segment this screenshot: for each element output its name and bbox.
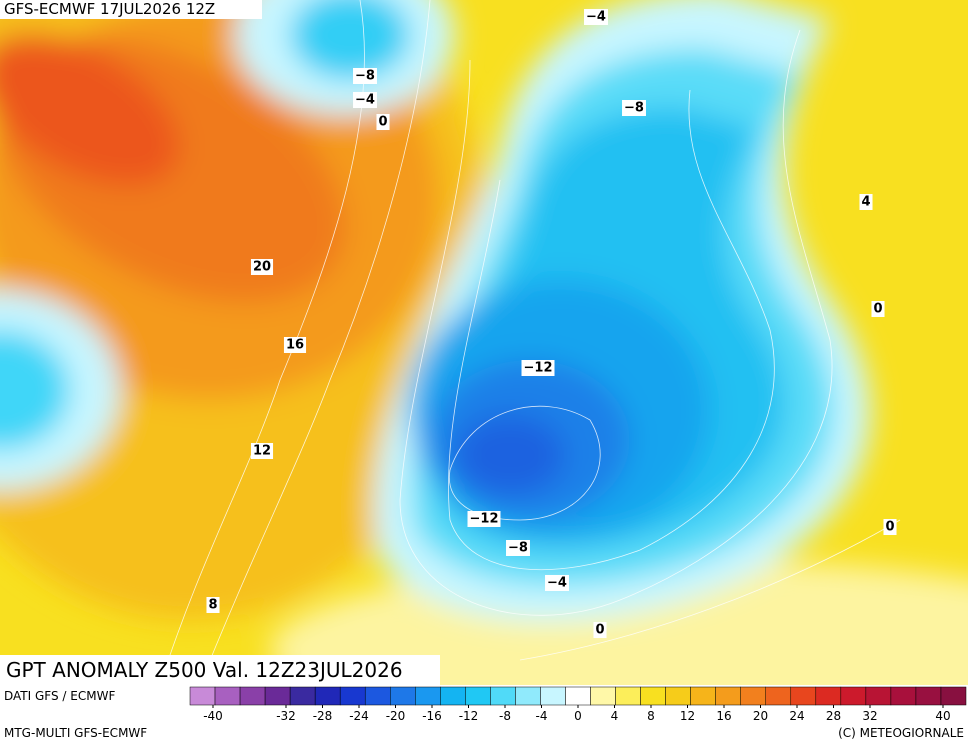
contour-label-bg [883,519,897,535]
contour-label-bg [545,575,569,591]
contour-label-bg [353,92,377,108]
colorbar-tick-label: 20 [753,709,768,723]
contour-label-bg [506,540,530,556]
colorbar-swatch [440,686,466,706]
colorbar-tick-label: -16 [422,709,442,723]
contour-label-bg [467,511,501,527]
footer-source: DATI GFS / ECMWF [4,689,115,703]
colorbar-tick-label: -20 [386,709,406,723]
colorbar-tick-label: 12 [680,709,695,723]
colorbar-tick-label: -28 [313,709,333,723]
map-title: GPT ANOMALY Z500 Val. 12Z23JUL2026 [6,658,403,682]
colorbar-swatch [740,686,766,706]
contour-label-bg [859,194,873,210]
colorbar-swatch [590,686,616,706]
contour-label: −4 [355,93,375,108]
colorbar-swatch [339,686,366,706]
colorbar-swatch [765,686,792,706]
colorbar-swatch [189,686,216,706]
contour-label: −4 [547,576,567,591]
colorbar-swatch [364,686,391,706]
contour-label-bg [283,337,307,353]
colorbar-swatch [465,686,491,706]
colorbar-swatch [790,686,817,706]
colorbar-tick-label: -32 [276,709,296,723]
colorbar-tick-label: -40 [203,709,223,723]
colorbar-swatch [890,686,917,706]
contour-label: 4 [861,195,870,210]
colorbar-swatch [565,686,591,706]
colorbar-tick-label: 16 [716,709,731,723]
colorbar-swatch [214,686,241,706]
contour-label-bg [376,114,390,130]
colorbar-swatch [715,686,741,706]
colorbar: -40 -32 -28 -24 -20 -16 -12 -8 -4 0 4 8 12 16 20 24 28 32… [189,686,967,723]
colorbar-swatch [690,686,716,706]
contour-label: 0 [595,623,604,638]
title-box [0,655,440,685]
colorbar-swatch [515,686,541,706]
colorbar-swatch [239,686,266,706]
colorbar-tick-label: 24 [789,709,804,723]
contour-label: −8 [624,101,644,116]
colorbar-swatch [915,686,942,706]
colorbar-tick-label: -24 [349,709,369,723]
colorbar-swatch [615,686,641,706]
contour-label-bg [250,443,274,459]
colorbar-tick-label: 8 [647,709,655,723]
colorbar-tick-label: 4 [611,709,619,723]
contour-label: −8 [355,69,375,84]
colorbar-swatch [314,686,341,706]
contour-label: 12 [253,444,271,459]
contour-label: 20 [253,260,271,275]
contour-label: −8 [508,541,528,556]
contour-label: 16 [286,338,304,353]
footer-copyright: (C) METEOGIORNALE [838,726,964,740]
contour-label: 0 [378,115,387,130]
contour-label-bg [206,597,220,613]
contour-label: 8 [208,598,217,613]
contour-label: 0 [885,520,894,535]
contour-label-bg [871,301,885,317]
contour-label-bg [250,259,274,275]
contour-label-bg [593,622,607,638]
contour-label-bg [584,9,608,25]
colorbar-swatch [289,686,316,706]
colorbar-swatch [840,686,867,706]
colorbar-swatch [665,686,691,706]
contour-label-bg [521,360,555,376]
run-label: GFS-ECMWF 17JUL2026 12Z [4,0,215,18]
header-box [0,0,262,19]
footer-model: MTG-MULTI GFS-ECMWF [4,726,147,740]
contour-lines [159,0,901,685]
colorbar-tick-label: -8 [499,709,511,723]
contour-label-bg [353,68,377,84]
contour-label-bg [622,100,646,116]
colorbar-swatch [940,686,967,706]
colorbar-swatch [490,686,516,706]
colorbar-tick-label: 40 [935,709,950,723]
contour-label: −12 [524,361,553,376]
colorbar-tick-label: 0 [574,709,582,723]
contour-label: −4 [586,10,606,25]
colorbar-swatch [865,686,892,706]
colorbar-swatch [415,686,441,706]
colorbar-swatch [264,686,291,706]
colorbar-swatch [540,686,566,706]
colorbar-tick-label: -12 [459,709,479,723]
contour-label: 0 [873,302,882,317]
colorbar-swatch [390,686,416,706]
colorbar-swatch [815,686,842,706]
contour-label: −12 [470,512,499,527]
colorbar-tick-label: -4 [536,709,548,723]
colorbar-tick-label: 28 [826,709,841,723]
colorbar-swatch [640,686,666,706]
colorbar-tick-label: 32 [862,709,877,723]
